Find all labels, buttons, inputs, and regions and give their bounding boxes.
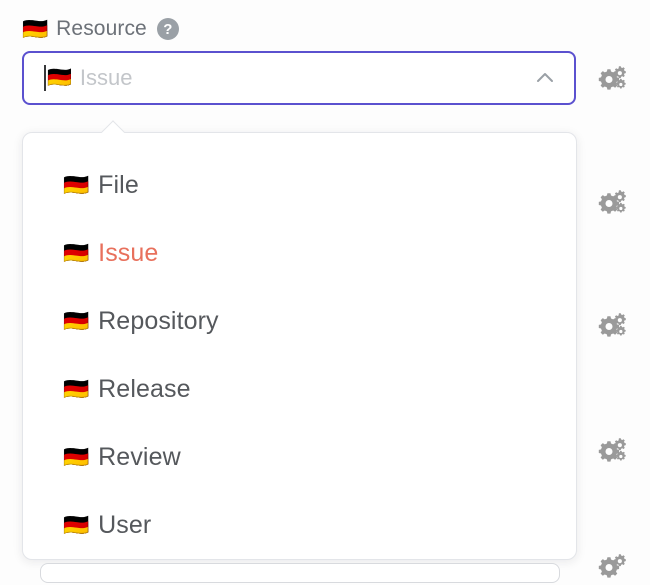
dropdown-option-label: User (98, 510, 152, 539)
dropdown-option-label: Repository (98, 306, 219, 335)
chevron-up-icon[interactable] (530, 63, 560, 93)
dropdown-option-file[interactable]: 🇩🇪 File (23, 151, 576, 219)
dropdown-option-label: Issue (98, 238, 159, 267)
resource-combobox[interactable]: 🇩🇪 Issue (22, 51, 576, 105)
dropdown-option-label: File (98, 170, 139, 199)
page-title: Resource (56, 17, 147, 40)
cogs-icon[interactable] (595, 310, 629, 344)
german-flag-icon: 🇩🇪 (63, 241, 90, 265)
dropdown-option-list: 🇩🇪 File 🇩🇪 Issue 🇩🇪 Repository 🇩🇪 Releas… (23, 133, 576, 559)
dropdown-option-user[interactable]: 🇩🇪 User (23, 491, 576, 559)
german-flag-icon: 🇩🇪 (63, 513, 90, 537)
dropdown-option-label: Review (98, 442, 181, 471)
next-field-peek[interactable] (40, 563, 560, 583)
resource-search-input[interactable]: Issue (79, 65, 133, 90)
resource-dropdown-panel: 🇩🇪 File 🇩🇪 Issue 🇩🇪 Repository 🇩🇪 Releas… (22, 132, 577, 560)
german-flag-icon: 🇩🇪 (63, 377, 90, 401)
german-flag-icon: 🇩🇪 (63, 173, 90, 197)
cogs-icon[interactable] (595, 63, 629, 97)
german-flag-icon: 🇩🇪 (22, 17, 49, 41)
german-flag-icon: 🇩🇪 (63, 445, 90, 469)
german-flag-icon: 🇩🇪 (47, 67, 72, 89)
cogs-icon[interactable] (595, 551, 629, 585)
dropdown-caret-pointer (101, 120, 125, 133)
dropdown-option-review[interactable]: 🇩🇪 Review (23, 423, 576, 491)
text-caret (44, 65, 46, 91)
cogs-icon[interactable] (595, 187, 629, 221)
help-circle-icon[interactable]: ? (156, 18, 179, 40)
dropdown-option-issue[interactable]: 🇩🇪 Issue (23, 219, 576, 287)
field-label-row: 🇩🇪 Resource ? (22, 12, 179, 46)
german-flag-icon: 🇩🇪 (63, 309, 90, 333)
dropdown-option-label: Release (98, 374, 191, 403)
cogs-icon[interactable] (595, 435, 629, 469)
dropdown-option-repository[interactable]: 🇩🇪 Repository (23, 287, 576, 355)
dropdown-option-release[interactable]: 🇩🇪 Release (23, 355, 576, 423)
